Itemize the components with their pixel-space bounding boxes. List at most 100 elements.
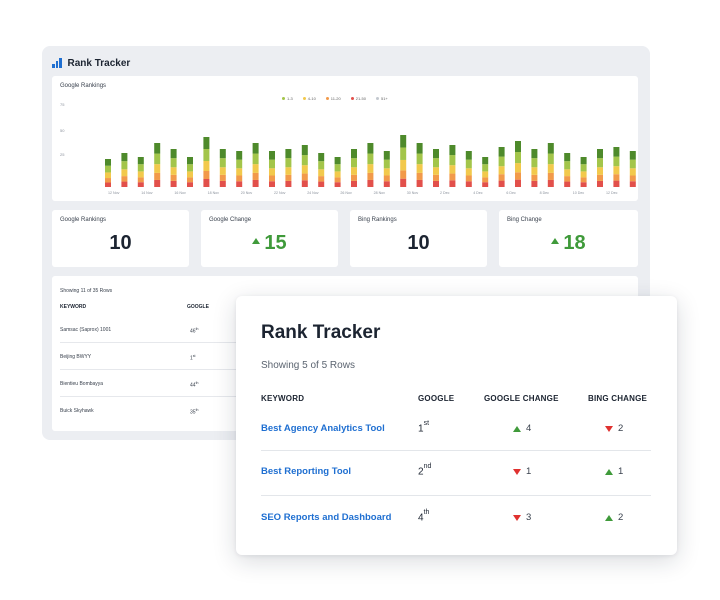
table-row[interactable]: Beijing BWYY 1st	[60, 343, 240, 370]
bar-segment	[416, 179, 423, 187]
bar-segment	[433, 167, 439, 175]
bar-segment	[154, 179, 161, 187]
bar-segment	[187, 157, 193, 165]
bar-segment	[219, 149, 226, 159]
up-arrow-icon	[605, 514, 613, 521]
bar-segment	[547, 164, 554, 173]
bar-segment	[351, 180, 357, 187]
x-tick-label: 28 Nov	[374, 191, 386, 195]
stat-number: 15	[264, 232, 287, 254]
bar-segment	[515, 179, 521, 187]
bar-segment	[433, 180, 439, 187]
up-arrow-icon	[252, 237, 261, 244]
rank-cell: 35th	[190, 408, 199, 416]
bar-segment	[465, 151, 472, 160]
bar-segment	[531, 158, 538, 168]
bar-segment	[547, 153, 554, 165]
legend-item: 11-20	[325, 96, 341, 101]
legend-label: 1-3	[287, 96, 293, 101]
bar-segment	[285, 158, 292, 168]
bar-segment	[498, 166, 505, 175]
stat-number: 18	[563, 232, 586, 254]
bar-segment	[367, 179, 374, 187]
bar-segment	[613, 166, 620, 175]
bar-segment	[170, 158, 177, 168]
bar-segment	[629, 151, 636, 160]
bar-segment	[482, 157, 489, 165]
table-row: Best Agency Analytics Tool 1st 4 2	[261, 404, 651, 451]
stat-card-bing-change: Bing Change 18	[499, 210, 638, 267]
bar-segment	[482, 182, 489, 187]
stat-label: Bing Rankings	[358, 217, 397, 223]
bar-segment	[219, 167, 226, 175]
bar-segment	[564, 176, 571, 182]
legend-dot	[325, 97, 329, 100]
legend-label: 4-10	[307, 96, 316, 101]
bar-segment	[318, 176, 325, 182]
bar-segment	[170, 180, 177, 187]
x-tick-label: 26 Nov	[340, 191, 352, 195]
legend-item: 1-3	[282, 96, 293, 101]
bar-segment	[416, 153, 423, 165]
x-tick-label: 18 Nov	[208, 191, 220, 195]
col-header-google: GOOGLE	[418, 394, 455, 403]
bar-segment	[236, 168, 243, 176]
stat-value: 10	[109, 232, 132, 254]
keyword-cell: Samsac (Saprox) 1001	[60, 327, 112, 333]
bar-segment	[580, 157, 587, 165]
x-tick-label: 10 Dec	[573, 191, 585, 195]
legend-dot	[350, 97, 354, 100]
table-row[interactable]: Samsac (Saprox) 1001 46th	[60, 316, 240, 343]
x-tick-label: 22 Nov	[274, 191, 286, 195]
bar-segment	[400, 170, 407, 179]
bar-segment	[187, 171, 193, 178]
legend-dot	[302, 97, 306, 100]
x-tick-label: 16 Nov	[174, 191, 186, 195]
bar-segment	[564, 153, 571, 162]
bar-segment	[318, 181, 325, 187]
bar-segment	[187, 177, 193, 183]
x-tick-label: 8 Dec	[540, 191, 550, 195]
bar-segment	[154, 164, 161, 173]
bar-segment	[400, 147, 407, 160]
rank-cell: 44th	[190, 381, 199, 389]
bar-segment	[269, 168, 275, 176]
bar-segment	[498, 147, 505, 157]
table-row[interactable]: Bientieu Bombayya 44th	[60, 370, 240, 397]
bar-segment	[597, 174, 603, 181]
bar-segment	[236, 181, 243, 187]
bar-segment	[613, 180, 620, 187]
bar-segment	[187, 164, 193, 172]
bar-segment	[105, 182, 111, 187]
bar-segment	[301, 155, 308, 166]
back-header: Rank Tracker	[52, 56, 130, 70]
bar-segment	[531, 180, 538, 187]
keyword-link[interactable]: Best Agency Analytics Tool	[261, 423, 385, 434]
bar-segment	[367, 143, 374, 154]
bar-segment	[383, 151, 390, 160]
stat-label: Google Change	[209, 217, 252, 223]
bar-segment	[334, 171, 341, 178]
bar-segment	[613, 147, 620, 157]
bar-segment	[400, 159, 407, 171]
bar-segment	[383, 168, 390, 176]
bar-segment	[121, 176, 128, 182]
bar-segment	[531, 149, 538, 159]
rank-cell: 1st	[190, 354, 196, 362]
bar-segment	[318, 169, 325, 177]
chart-title: Google Rankings	[60, 83, 107, 89]
rows-count: Showing 5 of 5 Rows	[261, 360, 355, 371]
bar-segment	[203, 171, 210, 179]
keyword-link[interactable]: SEO Reports and Dashboard	[261, 512, 392, 523]
bar-segment	[219, 158, 226, 168]
keyword-link[interactable]: Best Reporting Tool	[261, 466, 352, 477]
bar-segment	[547, 143, 554, 154]
table-row: SEO Reports and Dashboard 4th 3 2	[261, 494, 651, 541]
bar-segment	[482, 177, 489, 183]
chart-legend: 1-3 4-10 11-20 21-50 51+	[282, 96, 388, 101]
down-arrow-icon	[605, 425, 613, 432]
bar-segment	[613, 156, 620, 167]
bar-segment	[154, 172, 161, 180]
bar-segment	[334, 164, 341, 172]
table-row[interactable]: Buick Skyhawk 35th	[60, 397, 240, 424]
